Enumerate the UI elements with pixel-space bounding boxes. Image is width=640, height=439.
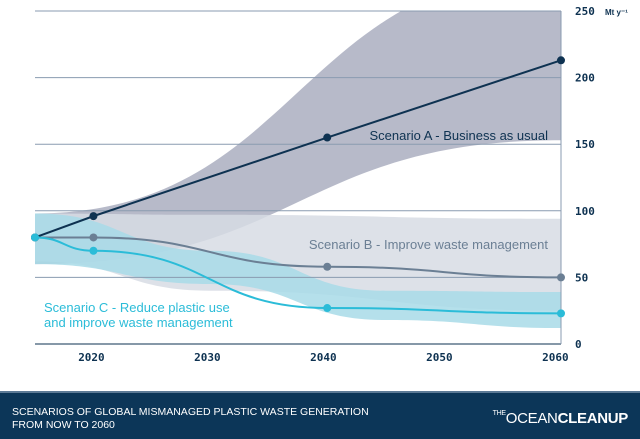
series-label-c: and improve waste management xyxy=(44,315,233,330)
data-point-a xyxy=(89,212,98,221)
series-label-c: Scenario C - Reduce plastic use xyxy=(44,300,230,315)
x-tick-label: 2050 xyxy=(426,351,453,364)
x-tick-label: 2060 xyxy=(542,351,569,364)
title-line-1: SCENARIOS OF GLOBAL MISMANAGED PLASTIC W… xyxy=(12,406,369,418)
band-b xyxy=(35,213,561,311)
series-label-a: Scenario A - Business as usual xyxy=(370,128,549,143)
series-line-b xyxy=(34,236,562,279)
footer: SCENARIOS OF GLOBAL MISMANAGED PLASTIC W… xyxy=(0,391,640,439)
y-tick-label: 150 xyxy=(575,138,595,151)
data-point-b xyxy=(89,233,98,242)
y-tick-label: 250 xyxy=(575,5,595,18)
y-tick-label: 50 xyxy=(575,271,588,284)
data-point-b xyxy=(557,273,565,282)
chart: 0 50 100 150 200 250 Mt y⁻¹ 2020 2030 2040 2050 206… xyxy=(31,5,628,364)
y-tick-label: 0 xyxy=(575,338,582,351)
series-label-b: Scenario B - Improve waste management xyxy=(309,237,549,252)
logo-cleanup: CLEANUP xyxy=(557,410,629,427)
x-tick-label: 2040 xyxy=(310,351,337,364)
data-point-c xyxy=(323,304,332,313)
data-point-c xyxy=(89,246,98,255)
data-point-c xyxy=(557,309,565,318)
y-tick-label: 100 xyxy=(575,205,595,218)
data-point-a xyxy=(323,133,332,142)
data-point-c xyxy=(31,233,39,242)
series-line-a xyxy=(34,59,562,239)
logo-the: THE xyxy=(492,410,506,417)
unit-label: Mt y⁻¹ xyxy=(605,8,628,17)
chart-title: SCENARIOS OF GLOBAL MISMANAGED PLASTIC W… xyxy=(12,406,392,432)
title-line-2: FROM NOW TO 2060 xyxy=(12,419,115,431)
x-tick-label: 2030 xyxy=(194,351,221,364)
y-tick-label: 200 xyxy=(575,72,595,85)
band-a xyxy=(35,11,561,265)
series-line-c xyxy=(34,236,562,315)
data-point-b xyxy=(323,262,332,271)
data-point-a xyxy=(557,56,565,65)
logo-ocean: OCEAN xyxy=(505,410,558,427)
bands xyxy=(35,11,561,329)
band-c xyxy=(35,213,561,329)
x-tick-label: 2020 xyxy=(78,351,105,364)
ocean-cleanup-logo: THEOCEANCLEANUP xyxy=(492,410,629,427)
